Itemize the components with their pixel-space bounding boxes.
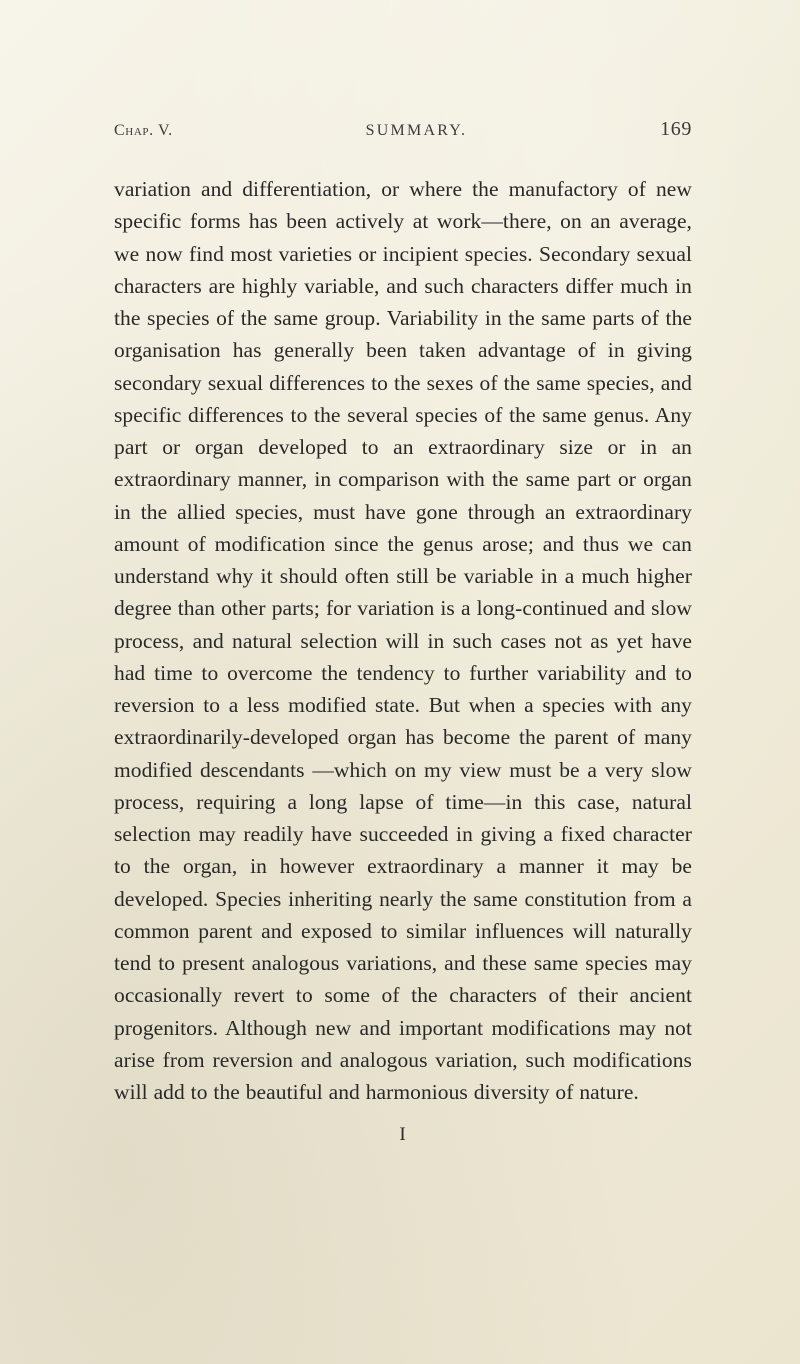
book-page: Chap. V. SUMMARY. 169 variation and diff… (0, 0, 800, 1364)
signature-mark: I (114, 1124, 692, 1146)
running-header: Chap. V. SUMMARY. 169 (114, 118, 692, 141)
chapter-label: Chap. V. (114, 122, 173, 140)
body-paragraph: variation and differentiation, or where … (114, 173, 692, 1108)
page-number: 169 (660, 118, 692, 141)
running-title: SUMMARY. (366, 122, 468, 140)
